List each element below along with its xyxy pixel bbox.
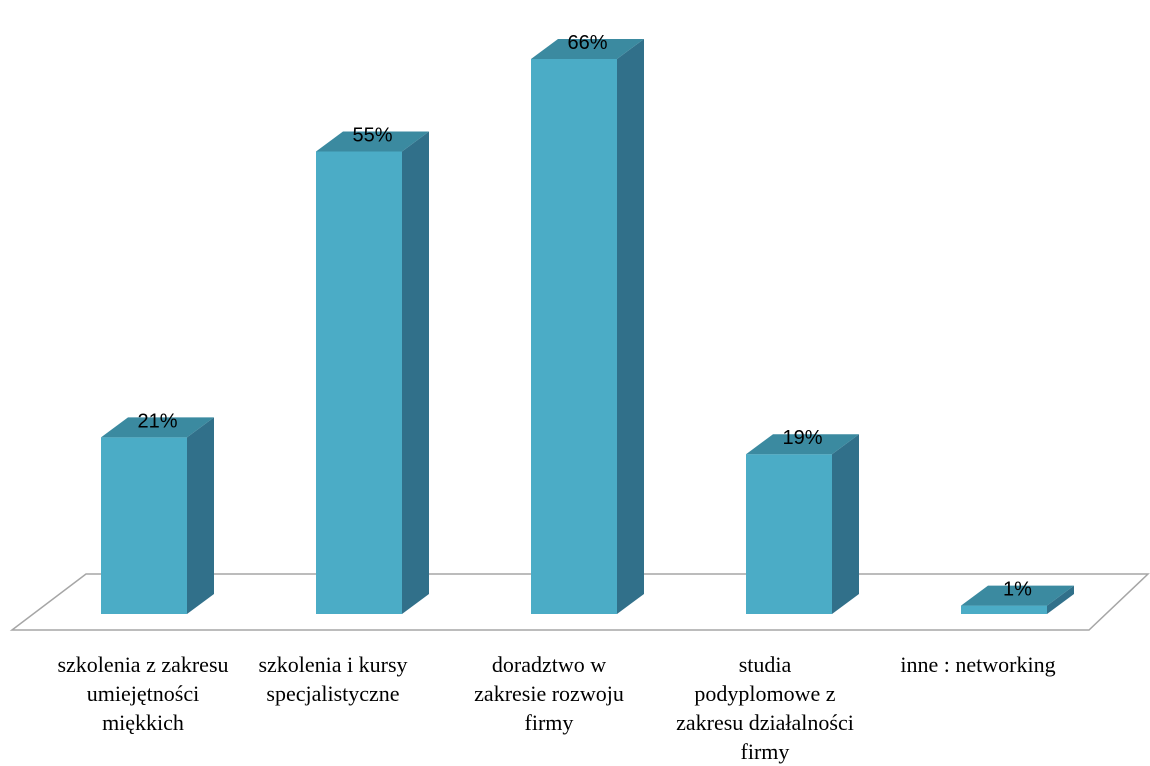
bar-top-4 [961, 585, 1074, 606]
data-label-3: 19% [782, 427, 822, 449]
bar-2 [531, 38, 644, 614]
bar-0 [101, 417, 214, 614]
bar-top-1 [316, 131, 429, 152]
bar-3 [746, 434, 859, 614]
data-label-1: 55% [352, 124, 392, 146]
data-label-2: 66% [567, 32, 607, 54]
bar-front-0 [101, 437, 187, 614]
data-label-4: 1% [1003, 579, 1032, 601]
bar-top-2 [531, 38, 644, 59]
bar-side-1 [402, 131, 429, 614]
category-label-1: szkolenia i kursy specjalistyczne [258, 652, 408, 706]
bar-front-4 [961, 605, 1047, 614]
bar-front-2 [531, 58, 617, 614]
bar-top-3 [746, 434, 859, 455]
data-label-0: 21% [137, 410, 177, 432]
category-label-0: szkolenia z zakresu umiejętności miękkic… [57, 652, 229, 735]
bar-top-0 [101, 417, 214, 438]
bar-side-2 [617, 38, 644, 614]
bar-front-1 [316, 151, 402, 614]
bar-1 [316, 131, 429, 614]
category-label-2: doradztwo w zakresie rozwoju firmy [474, 652, 624, 735]
bar-4 [961, 585, 1074, 614]
category-label-3: studia podyplomowe z zakresu działalnośc… [676, 652, 854, 764]
bar-side-0 [187, 417, 214, 614]
bar-front-3 [746, 454, 832, 614]
bar-side-3 [832, 434, 859, 614]
bar-side-4 [1047, 585, 1074, 614]
category-label-4: inne : networking [900, 652, 1056, 677]
